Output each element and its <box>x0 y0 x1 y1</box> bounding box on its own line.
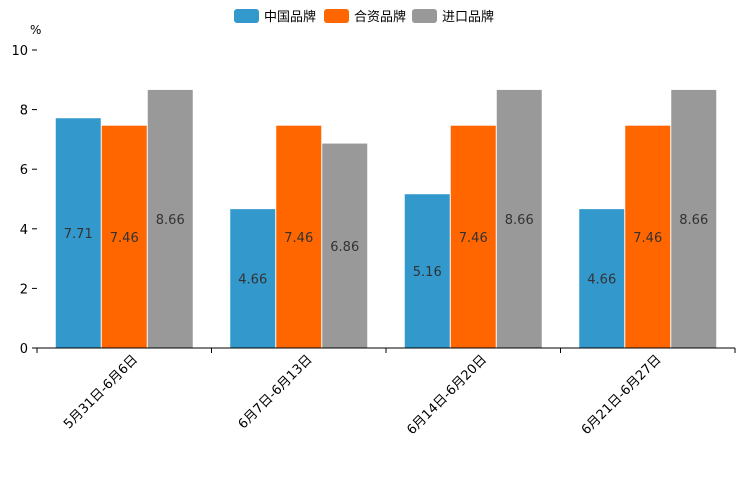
bar-value-label: 8.66 <box>156 213 185 228</box>
bar <box>55 118 101 348</box>
legend-label: 中国品牌 <box>264 9 316 25</box>
y-tick-label: 0 <box>20 342 28 357</box>
bar <box>579 209 625 348</box>
bar <box>625 125 671 348</box>
bar-value-label: 4.66 <box>238 273 267 288</box>
legend-label: 进口品牌 <box>442 9 494 25</box>
bar-value-label: 8.66 <box>679 213 708 228</box>
legend-label: 合资品牌 <box>354 9 406 25</box>
value-labels: 7.71 7.46 8.66 4.66 7.46 6.86 5.16 7.46 8.66 4.66… <box>64 213 708 288</box>
x-category-label: 5月31日-6月6日 <box>61 352 141 432</box>
legend-swatch <box>412 9 437 23</box>
bars <box>55 89 717 348</box>
y-tick-label: 10 <box>11 44 28 59</box>
bar <box>101 125 147 348</box>
bar <box>404 194 450 348</box>
bar-value-label: 7.71 <box>64 227 93 242</box>
bar-value-label: 6.86 <box>330 240 359 255</box>
bar-value-label: 7.46 <box>633 231 662 246</box>
x-axis: 5月31日-6月6日 6月7日-6月13日 6月14日-6月20日 6月21日-6月2… <box>36 347 736 438</box>
legend-swatch <box>234 9 259 23</box>
y-axis: 0 2 4 6 8 10 <box>11 44 37 357</box>
bar <box>147 89 193 348</box>
bar <box>496 89 542 348</box>
x-category-label: 6月14日-6月20日 <box>404 352 490 438</box>
legend-swatch <box>324 9 349 23</box>
y-tick-label: 2 <box>20 282 28 297</box>
x-category-label: 6月7日-6月13日 <box>236 352 316 432</box>
y-tick-label: 6 <box>20 163 28 178</box>
bar-value-label: 8.66 <box>505 213 534 228</box>
bar <box>450 125 496 348</box>
bar <box>230 209 276 348</box>
bar-value-label: 7.46 <box>110 231 139 246</box>
bar <box>322 143 368 348</box>
bar-value-label: 4.66 <box>587 273 616 288</box>
bar-value-label: 5.16 <box>413 265 442 280</box>
bar-value-label: 7.46 <box>284 231 313 246</box>
y-tick-label: 8 <box>20 104 28 119</box>
legend: 中国品牌 合资品牌 进口品牌 <box>234 9 494 25</box>
y-axis-unit-label: % <box>30 23 41 37</box>
bar <box>276 125 322 348</box>
y-tick-label: 4 <box>20 223 28 238</box>
x-category-label: 6月21日-6月27日 <box>579 352 665 438</box>
bar <box>671 89 717 348</box>
bar-value-label: 7.46 <box>459 231 488 246</box>
